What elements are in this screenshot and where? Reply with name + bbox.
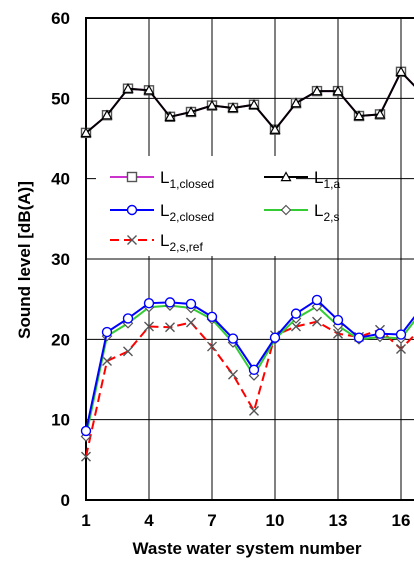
- data-point: [269, 332, 281, 343]
- legend-label: L2,s,ref: [160, 231, 203, 254]
- legend-label: L2,closed: [160, 201, 214, 224]
- data-point: [312, 316, 322, 327]
- data-point: [165, 322, 175, 333]
- legend-label: L1,closed: [160, 168, 214, 191]
- series-l2-closed: [80, 294, 414, 437]
- x-axis-title: Waste water system number: [133, 539, 362, 558]
- data-point: [395, 329, 407, 340]
- data-point: [207, 341, 217, 352]
- data-point: [186, 317, 196, 328]
- series-lines: [80, 66, 414, 462]
- data-point: [374, 328, 386, 339]
- legend-label: L1,a: [314, 168, 340, 191]
- data-point: [164, 111, 176, 122]
- data-point: [248, 99, 260, 109]
- axis-ticks: 0 10 20 30 40 50 60 1 4 7 10 13 16: [51, 9, 410, 530]
- legend-marker: [280, 204, 292, 216]
- y-tick-label: 60: [51, 9, 70, 28]
- legend-entry: L2,closed: [110, 201, 214, 224]
- legend-entry: L1,a: [264, 168, 340, 191]
- y-axis-title: Sound level [dB(A)]: [15, 181, 34, 339]
- data-point: [396, 343, 406, 354]
- data-point: [395, 66, 407, 77]
- data-point: [185, 298, 197, 310]
- data-point: [353, 332, 365, 343]
- data-point: [227, 102, 239, 113]
- data-point: [227, 333, 239, 344]
- data-point: [290, 308, 302, 319]
- data-point: [143, 84, 155, 95]
- data-point: [311, 85, 323, 96]
- data-point: [269, 123, 281, 134]
- x-tick-label: 13: [329, 511, 348, 530]
- x-tick-label: 16: [392, 511, 411, 530]
- y-tick-label: 30: [51, 250, 70, 269]
- series-line: [85, 320, 414, 457]
- y-tick-label: 50: [51, 89, 70, 108]
- legend-entry: L2,s,ref: [110, 231, 203, 254]
- legend-marker: [280, 171, 292, 182]
- data-point: [311, 294, 323, 306]
- data-point: [332, 85, 344, 96]
- data-point: [291, 321, 301, 332]
- legend-entry: L2,s: [264, 201, 339, 224]
- data-point: [185, 106, 197, 117]
- y-tick-label: 10: [51, 411, 70, 430]
- data-point: [353, 110, 365, 121]
- series-l1-closed: [80, 66, 414, 139]
- data-point: [81, 451, 91, 462]
- legend-entry: L1,closed: [110, 168, 214, 191]
- grid: [86, 18, 414, 500]
- data-point: [122, 82, 134, 93]
- x-tick-label: 1: [81, 511, 90, 530]
- data-point: [374, 108, 386, 119]
- legend-marker: [126, 204, 138, 216]
- y-tick-label: 20: [51, 330, 70, 349]
- y-tick-label: 0: [61, 491, 70, 510]
- data-point: [332, 314, 344, 326]
- legend-label: L2,s: [314, 201, 339, 224]
- data-point: [122, 313, 134, 324]
- x-tick-label: 4: [144, 511, 154, 530]
- data-point: [80, 127, 92, 138]
- plot-area: [85, 17, 414, 501]
- series-l1-a: [80, 66, 414, 138]
- x-tick-label: 7: [207, 511, 216, 530]
- data-point: [101, 326, 113, 338]
- series-line: [85, 298, 414, 432]
- data-point: [164, 297, 176, 308]
- data-point: [206, 99, 218, 110]
- data-point: [102, 356, 112, 367]
- data-point: [333, 328, 343, 339]
- data-point: [206, 311, 218, 323]
- data-point: [248, 364, 260, 376]
- data-point: [249, 405, 259, 416]
- data-point: [123, 346, 133, 357]
- legend-marker: [126, 171, 138, 183]
- y-tick-label: 40: [51, 170, 70, 189]
- data-point: [144, 321, 154, 332]
- data-point: [101, 109, 113, 120]
- data-point: [80, 425, 92, 437]
- x-tick-label: 10: [266, 511, 285, 530]
- data-point: [143, 297, 155, 309]
- legend-marker: [127, 235, 137, 245]
- data-point: [290, 97, 302, 108]
- data-point: [228, 369, 238, 380]
- legend: L1,closed L1,a L2,closed L2,s L2,s,ref: [96, 156, 340, 256]
